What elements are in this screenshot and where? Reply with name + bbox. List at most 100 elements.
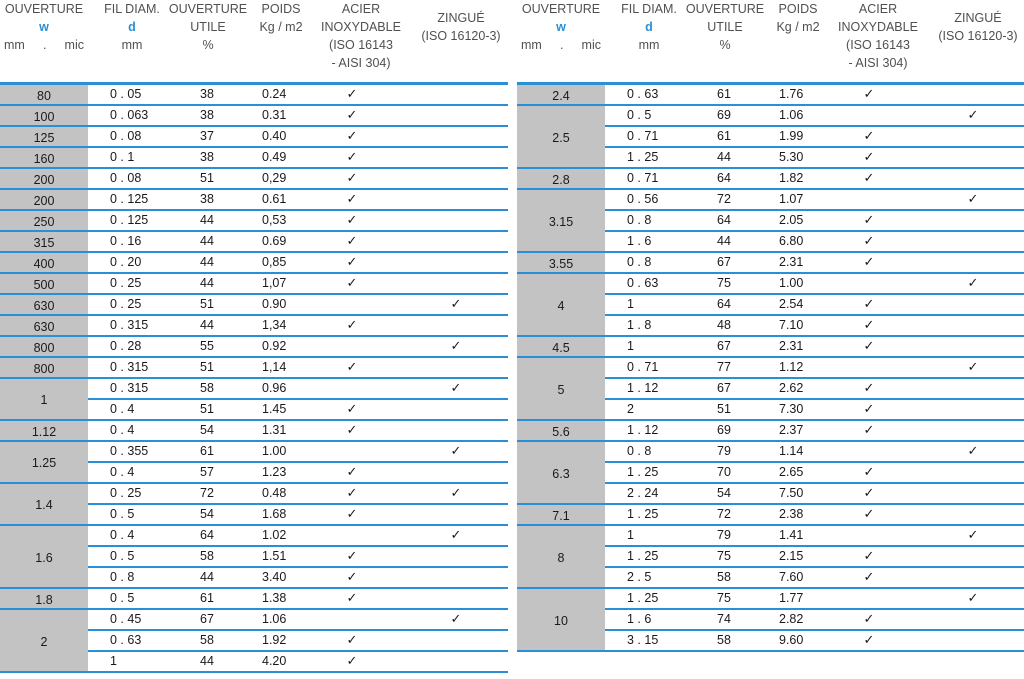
table-row: 0 . 5 54 1.68 ✓ <box>0 505 508 526</box>
weight: 1.00 <box>262 444 287 458</box>
row-rule <box>88 314 508 316</box>
stainless-check-icon: ✓ <box>346 360 358 375</box>
wire-diameter: 1 . 25 <box>627 465 659 479</box>
row-rule <box>605 356 1024 358</box>
header-units-w: mm. mic <box>517 36 605 54</box>
open-area: 67 <box>717 381 731 395</box>
stainless-check-icon: ✓ <box>863 255 875 270</box>
weight: 3.40 <box>262 570 287 584</box>
weight: 0,29 <box>262 171 287 185</box>
table-row: 0 . 25 51 0.90 ✓ <box>0 295 508 316</box>
open-area: 38 <box>200 150 214 164</box>
row-rule <box>88 650 508 652</box>
stainless-check-icon: ✓ <box>863 339 875 354</box>
opening-cell: 4 <box>517 274 605 337</box>
galvanized-check-icon: ✓ <box>450 528 462 543</box>
open-area: 64 <box>717 297 731 311</box>
opening-cell: 250 <box>0 211 88 232</box>
table-row: 0 . 45 67 1.06 ✓ <box>0 610 508 631</box>
opening-rule <box>0 524 88 526</box>
header-acier-line: INOXYDABLE <box>838 20 918 34</box>
wire-diameter: 1 . 25 <box>627 507 659 521</box>
open-area: 67 <box>200 612 214 626</box>
table-row: 2 . 24 54 7.50 ✓ <box>517 484 1024 505</box>
open-area: 44 <box>200 318 214 332</box>
open-area: 38 <box>200 87 214 101</box>
opening-value: 2.5 <box>552 130 570 145</box>
row-rule <box>605 629 1024 631</box>
header-zingue-line: (ISO 16120-3) <box>938 29 1018 43</box>
open-area: 61 <box>717 87 731 101</box>
wire-diameter: 0 . 8 <box>627 444 652 458</box>
table-row: 1 67 2.31 ✓ <box>517 337 1024 358</box>
stainless-check-icon: ✓ <box>346 213 358 228</box>
opening-value: 4 <box>557 298 565 313</box>
open-area: 38 <box>200 192 214 206</box>
wire-diameter: 0 . 25 <box>110 486 142 500</box>
table-row: 0 . 4 51 1.45 ✓ <box>0 400 508 421</box>
open-area: 54 <box>200 507 214 521</box>
wire-diameter: 0 . 315 <box>110 360 149 374</box>
weight: 1.68 <box>262 507 287 521</box>
open-area: 75 <box>717 276 731 290</box>
open-area: 58 <box>200 381 214 395</box>
weight: 1,07 <box>262 276 287 290</box>
table-row: 0 . 28 55 0.92 ✓ <box>0 337 508 358</box>
header-zingue: ZINGUÉ (ISO 16120-3) <box>414 9 508 45</box>
wire-diameter: 1 . 6 <box>627 234 652 248</box>
header-acier-line: (ISO 16143 <box>846 38 910 52</box>
open-area: 72 <box>717 192 731 206</box>
row-rule <box>88 272 508 274</box>
table-row: 0 . 71 77 1.12 ✓ <box>517 358 1024 379</box>
open-area: 61 <box>717 129 731 143</box>
table-row: 0 . 355 61 1.00 ✓ <box>0 442 508 463</box>
galvanized-check-icon: ✓ <box>967 591 979 606</box>
row-rule <box>88 251 508 253</box>
row-rule <box>605 650 1024 652</box>
opening-rule <box>517 524 605 526</box>
weight: 0.40 <box>262 129 287 143</box>
stainless-check-icon: ✓ <box>863 486 875 501</box>
weight: 1,14 <box>262 360 287 374</box>
weight: 2.37 <box>779 423 804 437</box>
table-row: 1 . 25 44 5.30 ✓ <box>517 148 1024 169</box>
opening-cell: 10 <box>517 589 605 652</box>
galvanized-check-icon: ✓ <box>967 360 979 375</box>
header-acier: ACIER INOXYDABLE (ISO 16143 - AISI 304) <box>833 0 923 72</box>
header-poids-line: Kg / m2 <box>776 20 820 34</box>
opening-rule <box>0 671 88 673</box>
open-area: 61 <box>200 591 214 605</box>
table-row: 0 . 4 54 1.31 ✓ <box>0 421 508 442</box>
opening-cell: 5.6 <box>517 421 605 442</box>
opening-value: 160 <box>33 151 55 166</box>
opening-rule <box>0 356 88 358</box>
weight: 1.92 <box>262 633 287 647</box>
stainless-check-icon: ✓ <box>346 276 358 291</box>
table-row: 1 . 25 70 2.65 ✓ <box>517 463 1024 484</box>
wire-diameter: 1 . 25 <box>627 549 659 563</box>
header-rule <box>517 82 1024 85</box>
stainless-check-icon: ✓ <box>863 129 875 144</box>
row-rule <box>88 419 508 421</box>
opening-value: 5 <box>557 382 565 397</box>
galvanized-check-icon: ✓ <box>450 486 462 501</box>
header-ouverture-utile: OUVERTURE UTILE% <box>685 0 765 54</box>
table-row: 0 . 16 44 0.69 ✓ <box>0 232 508 253</box>
opening-rule <box>517 503 605 505</box>
opening-value: 2.4 <box>552 88 570 103</box>
row-rule <box>605 566 1024 568</box>
header-poids: POIDS Kg / m2 <box>763 0 833 36</box>
opening-value: 400 <box>33 256 55 271</box>
wire-diameter: 2 <box>627 402 634 416</box>
open-area: 58 <box>717 633 731 647</box>
header-poids: POIDS Kg / m2 <box>246 0 316 36</box>
opening-value: 1.8 <box>35 592 53 607</box>
weight: 1.02 <box>262 528 287 542</box>
row-rule <box>88 209 508 211</box>
table-row: 1 . 12 67 2.62 ✓ <box>517 379 1024 400</box>
opening-rule <box>517 356 605 358</box>
row-rule <box>605 272 1024 274</box>
opening-rule <box>0 209 88 211</box>
wire-diameter: 0 . 4 <box>110 528 135 542</box>
opening-cell: 315 <box>0 232 88 253</box>
